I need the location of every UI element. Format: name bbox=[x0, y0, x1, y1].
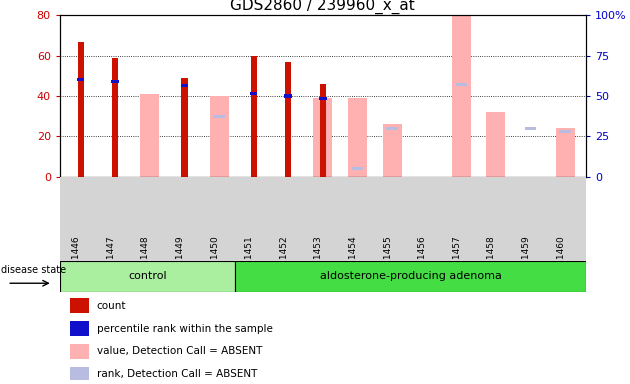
Text: percentile rank within the sample: percentile rank within the sample bbox=[96, 324, 273, 334]
Bar bbox=[352, 167, 363, 170]
Bar bbox=[235, 261, 586, 292]
Bar bbox=[313, 98, 333, 177]
Bar bbox=[525, 127, 536, 130]
Text: aldosterone-producing adenoma: aldosterone-producing adenoma bbox=[319, 271, 501, 281]
Title: GDS2860 / 239960_x_at: GDS2860 / 239960_x_at bbox=[231, 0, 415, 14]
Text: count: count bbox=[96, 301, 126, 311]
Bar bbox=[210, 96, 229, 177]
Bar bbox=[77, 78, 84, 81]
Bar bbox=[320, 84, 326, 177]
Bar bbox=[112, 80, 119, 83]
Bar bbox=[452, 15, 471, 177]
Bar bbox=[251, 56, 257, 177]
Bar bbox=[285, 62, 292, 177]
Bar bbox=[112, 58, 118, 177]
Text: disease state: disease state bbox=[1, 265, 66, 275]
Text: control: control bbox=[129, 271, 167, 281]
Bar bbox=[77, 41, 84, 177]
Bar bbox=[214, 116, 225, 119]
Bar bbox=[250, 93, 258, 96]
Bar bbox=[71, 367, 89, 382]
Bar bbox=[285, 94, 292, 98]
Bar bbox=[181, 78, 188, 177]
Bar bbox=[71, 321, 89, 336]
Bar bbox=[140, 94, 159, 177]
Bar bbox=[181, 84, 188, 88]
Bar bbox=[71, 344, 89, 359]
Bar bbox=[60, 261, 235, 292]
Bar bbox=[382, 124, 401, 177]
Bar bbox=[486, 112, 505, 177]
Bar bbox=[386, 127, 398, 130]
Bar bbox=[559, 130, 571, 133]
Bar bbox=[348, 98, 367, 177]
Text: value, Detection Call = ABSENT: value, Detection Call = ABSENT bbox=[96, 346, 262, 356]
Bar bbox=[556, 128, 575, 177]
Bar bbox=[71, 298, 89, 313]
Bar bbox=[455, 83, 467, 86]
Text: rank, Detection Call = ABSENT: rank, Detection Call = ABSENT bbox=[96, 369, 257, 379]
Bar bbox=[319, 96, 327, 99]
